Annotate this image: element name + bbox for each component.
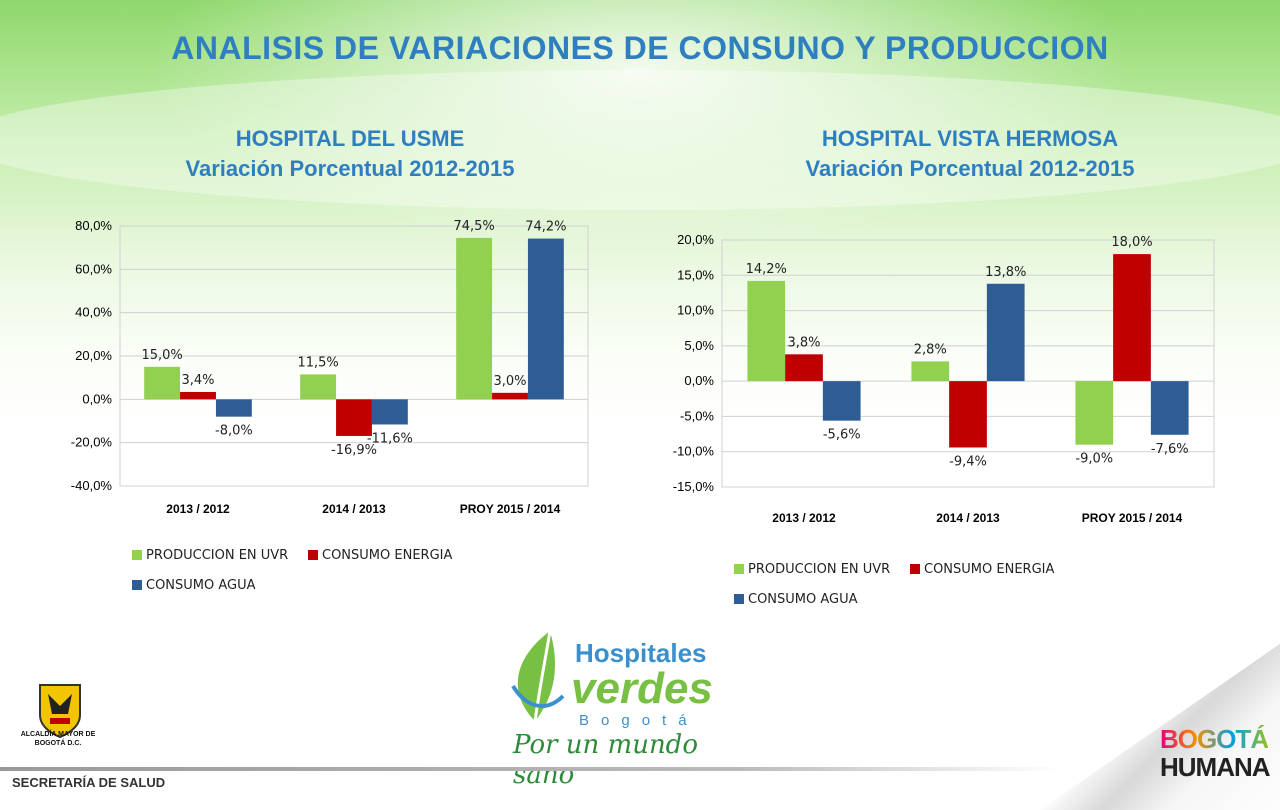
- vista-hermosa-ytick-label: 20,0%: [677, 232, 714, 247]
- vista-hermosa-data-label: 18,0%: [1111, 235, 1152, 250]
- usme-legend-swatch: [132, 580, 142, 590]
- usme-ytick-label: 80,0%: [75, 218, 112, 233]
- usme-data-label: 3,0%: [493, 374, 526, 389]
- leaf-icon: [511, 630, 565, 722]
- vista-hermosa-bar: [949, 381, 987, 448]
- usme-ytick-label: 20,0%: [75, 348, 112, 363]
- usme-data-label: 11,5%: [297, 355, 338, 370]
- bogota-logo-line1: BOGOTÁ: [1160, 724, 1269, 754]
- vista-hermosa-bar: [822, 381, 861, 421]
- vista-hermosa-data-label: -7,6%: [1151, 442, 1189, 457]
- usme-data-label: -8,0%: [215, 424, 253, 439]
- usme-ytick-label: 0,0%: [82, 391, 112, 406]
- bogota-logo-line2: HUMANA: [1160, 752, 1271, 782]
- logo-name-line1: Hospitales: [575, 638, 707, 668]
- usme-ytick-label: -20,0%: [71, 435, 113, 450]
- usme-ytick-label: -40,0%: [71, 478, 113, 493]
- usme-bar: [144, 366, 181, 400]
- vista-hermosa-data-label: -5,6%: [823, 428, 861, 443]
- usme-data-label: 15,0%: [141, 348, 182, 363]
- usme-legend-swatch: [308, 550, 318, 560]
- crest-label: ALCALDÍA MAYOR DE BOGOTÁ D.C.: [20, 731, 96, 747]
- vista-hermosa-category-label: 2014 / 2013: [936, 511, 1000, 525]
- usme-category-label: PROY 2015 / 2014: [460, 502, 561, 516]
- chart-usme: -40,0% -20,0% 0,0% 20,0% 40,0% 60,0% 80,0% 2013…: [71, 218, 589, 593]
- page-title: ANALISIS DE VARIACIONES DE CONSUNO Y PRO…: [171, 30, 1109, 66]
- vista-hermosa-bar: [1150, 381, 1189, 435]
- usme-category-label: 2013 / 2012: [166, 502, 230, 516]
- vista-hermosa-bar: [747, 280, 786, 382]
- vista-hermosa-legend-label: CONSUMO AGUA: [748, 592, 858, 607]
- vista-hermosa-data-label: 2,8%: [914, 342, 947, 357]
- usme-bar: [215, 399, 252, 417]
- vista-hermosa-legend-swatch: [910, 564, 920, 574]
- vista-hermosa-data-label: 3,8%: [787, 335, 820, 350]
- vista-hermosa-ytick-label: -15,0%: [673, 479, 715, 494]
- vista-hermosa-data-label: 13,8%: [985, 265, 1026, 280]
- vista-hermosa-ytick-label: 0,0%: [684, 373, 714, 388]
- usme-bar: [492, 392, 528, 400]
- vista-hermosa-data-label: 14,2%: [746, 262, 787, 277]
- usme-legend-label: CONSUMO AGUA: [146, 578, 256, 593]
- usme-legend-label: CONSUMO ENERGIA: [322, 548, 452, 563]
- chart-vista-hermosa: -15,0% -10,0% -5,0% 0,0% 5,0% 10,0% 15,0% 20,0%…: [673, 232, 1215, 607]
- usme-legend-swatch: [132, 550, 142, 560]
- vista-hermosa-legend-swatch: [734, 594, 744, 604]
- chart-left-title-line1: HOSPITAL DEL USME: [235, 126, 465, 151]
- vista-hermosa-ytick-label: -5,0%: [680, 408, 714, 423]
- chart-right-title-line1: HOSPITAL VISTA HERMOSA: [821, 126, 1119, 151]
- footer-divider: [0, 767, 1060, 771]
- usme-bar: [371, 399, 408, 425]
- usme-bar: [300, 374, 337, 400]
- usme-ytick-label: 40,0%: [75, 305, 112, 320]
- vista-hermosa-legend-label: CONSUMO ENERGIA: [924, 562, 1054, 577]
- logo-name-line2: verdes: [571, 664, 713, 713]
- hospitales-verdes-logo: Hospitales verdes Bogotá Por un mundo sa…: [495, 620, 715, 790]
- vista-hermosa-bar: [1075, 381, 1114, 445]
- bogota-crest-icon: [39, 684, 81, 739]
- chart-left-title-line2: Variación Porcentual 2012-2015: [185, 156, 515, 181]
- vista-hermosa-ytick-label: 5,0%: [684, 338, 714, 353]
- vista-hermosa-ytick-label: 15,0%: [677, 267, 714, 282]
- vista-hermosa-data-label: -9,0%: [1075, 452, 1113, 467]
- usme-data-label: 3,4%: [181, 373, 214, 388]
- vista-hermosa-legend-swatch: [734, 564, 744, 574]
- vista-hermosa-data-label: -9,4%: [949, 454, 987, 469]
- usme-category-label: 2014 / 2013: [322, 502, 386, 516]
- usme-data-label: 74,5%: [453, 219, 494, 234]
- vista-hermosa-bar: [785, 354, 823, 382]
- logo-slogan: Por un mundo sano: [513, 730, 698, 790]
- usme-data-label: 74,2%: [525, 220, 566, 235]
- usme-bar: [527, 238, 564, 400]
- usme-bar: [456, 237, 493, 400]
- vista-hermosa-category-label: PROY 2015 / 2014: [1082, 511, 1183, 525]
- chart-right-title: HOSPITAL VISTA HERMOSA Variación Porcent…: [700, 124, 1240, 184]
- usme-data-label: -16,9%: [331, 443, 377, 458]
- background-wave: [0, 70, 1280, 210]
- vista-hermosa-bar: [1113, 254, 1151, 382]
- usme-legend-label: PRODUCCION EN UVR: [146, 548, 288, 563]
- usme-bar: [336, 399, 372, 436]
- vista-hermosa-ytick-label: 10,0%: [677, 303, 714, 318]
- chart-left-title: HOSPITAL DEL USME Variación Porcentual 2…: [90, 124, 610, 184]
- vista-hermosa-category-label: 2013 / 2012: [772, 511, 836, 525]
- chart-right-title-line2: Variación Porcentual 2012-2015: [805, 156, 1135, 181]
- vista-hermosa-bar: [911, 361, 950, 382]
- usme-bar: [180, 391, 216, 400]
- vista-hermosa-ytick-label: -10,0%: [673, 444, 715, 459]
- logo-city: Bogotá: [579, 712, 699, 729]
- usme-data-label: -11,6%: [367, 431, 413, 446]
- vista-hermosa-legend-label: PRODUCCION EN UVR: [748, 562, 890, 577]
- footer-label: SECRETARÍA DE SALUD: [12, 775, 166, 790]
- vista-hermosa-bar: [986, 283, 1025, 382]
- usme-ytick-label: 60,0%: [75, 261, 112, 276]
